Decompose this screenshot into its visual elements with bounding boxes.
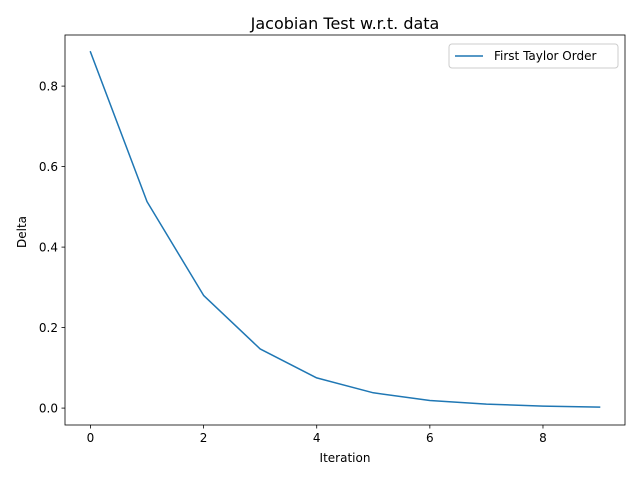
legend: First Taylor Order [448, 43, 619, 69]
x-tick-label: 2 [200, 431, 208, 445]
plot-area: 0 2 4 6 8 0.0 0.2 0.4 0.6 0.8 [39, 34, 626, 445]
x-tick-label: 4 [313, 431, 321, 445]
x-axis-label: Iteration [320, 451, 371, 465]
series-line-0 [89, 50, 601, 408]
chart-title: Jacobian Test w.r.t. data [250, 14, 440, 33]
y-tick-label: 0.2 [39, 321, 58, 335]
legend-box [448, 43, 619, 69]
y-tick-label: 0.4 [39, 240, 58, 254]
x-tick-label: 6 [426, 431, 434, 445]
y-tick-label: 0.6 [39, 160, 58, 174]
axes-frame [64, 34, 626, 426]
x-tick-label: 8 [539, 431, 547, 445]
legend-label-0: First Taylor Order [494, 49, 596, 63]
x-tick-label: 0 [87, 431, 95, 445]
y-tick-label: 0.0 [39, 401, 58, 415]
y-tick-label: 0.8 [39, 79, 58, 93]
y-axis-label: Delta [15, 216, 29, 248]
